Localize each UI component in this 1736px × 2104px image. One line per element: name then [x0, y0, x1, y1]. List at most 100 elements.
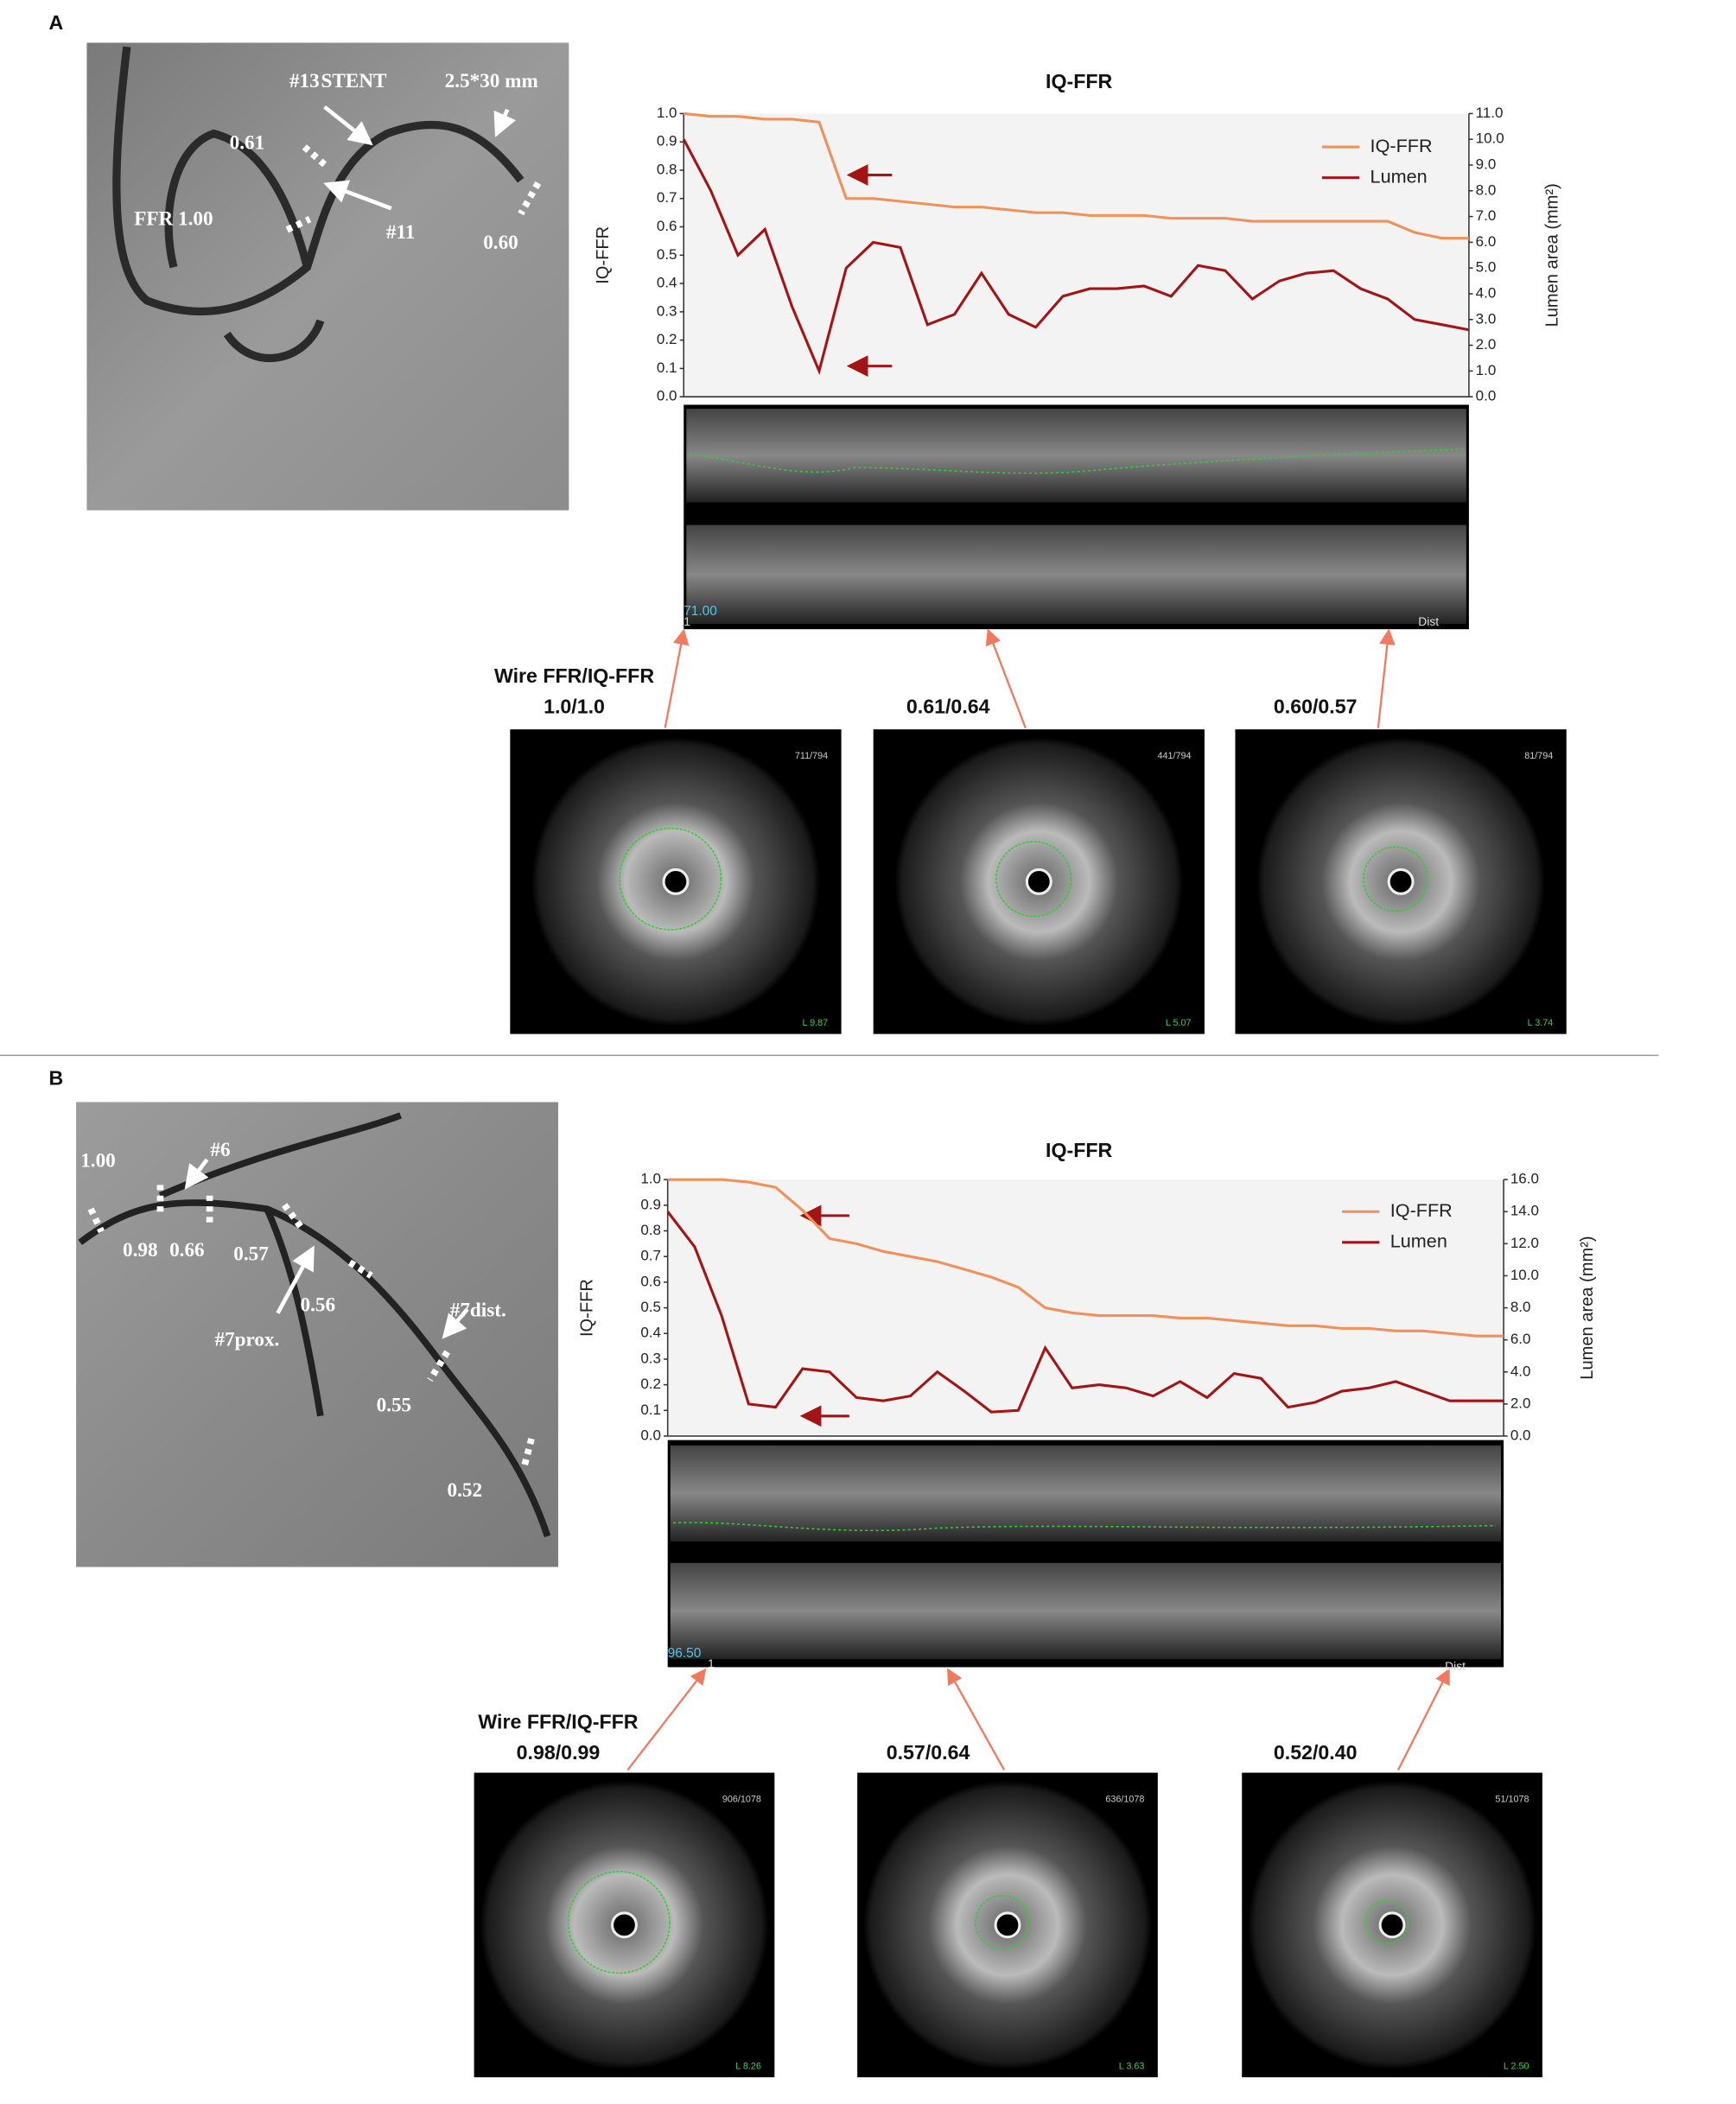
- y-tick-label: 0.0: [640, 1427, 661, 1443]
- ivus-lumen: L 3.74: [1528, 1018, 1554, 1028]
- y2-tick-label: 4.0: [1510, 1363, 1531, 1379]
- ivus-lumen: L 8.26: [735, 2062, 761, 2072]
- ivus-contour: [1363, 846, 1428, 912]
- y2-axis-label: Lumen area (mm²): [1543, 183, 1562, 327]
- y2-tick-label: 16.0: [1510, 1171, 1539, 1187]
- line: [684, 111, 1469, 240]
- y-tick-label: 0.2: [657, 331, 677, 347]
- y2-tick-label: 1.0: [1476, 362, 1497, 378]
- ivus-lumen: L 2.50: [1504, 2062, 1529, 2072]
- legend-label: Lumen: [1370, 165, 1428, 187]
- pullback: [667, 404, 1504, 1668]
- pullback-label: 1: [708, 1656, 715, 1670]
- y-tick-label: 1.0: [657, 105, 677, 121]
- pullback-label: Dist: [1418, 614, 1439, 628]
- ivus-caption: 0.57/0.64: [887, 1741, 970, 1764]
- pullback-label: Dist: [1445, 1659, 1466, 1673]
- y-tick-label: 0.1: [657, 359, 677, 376]
- legend-label: Lumen: [1390, 1230, 1447, 1252]
- y-tick-label: 0.6: [640, 1273, 661, 1289]
- ivus-caption: 0.52/0.40: [1274, 1741, 1358, 1764]
- pullback-label: 71.00: [684, 604, 717, 619]
- y2-tick-label: 4.0: [1476, 284, 1497, 301]
- ivus-contour: [995, 841, 1072, 918]
- angiogram-label: FFR 1.00: [134, 207, 213, 230]
- ivus-contour: [567, 1871, 671, 1974]
- angiogram-label: #11: [386, 221, 415, 244]
- chart-arrows: [799, 164, 893, 1427]
- angiogram-label: 0.52: [448, 1479, 483, 1502]
- y-tick-label: 0.7: [657, 189, 677, 206]
- angiogram-label: STENT: [321, 70, 388, 92]
- ivus-caption: 0.60/0.57: [1274, 696, 1358, 718]
- y-tick-label: 1.0: [640, 1171, 661, 1187]
- panel-label: A: [49, 11, 64, 34]
- pullback-label: 1: [684, 614, 690, 628]
- ivus-catheter: [662, 868, 690, 895]
- angiogram: [86, 42, 569, 511]
- y-tick-label: 0.9: [657, 133, 677, 149]
- y2-tick-label: 12.0: [1510, 1235, 1539, 1251]
- angiogram-label: 0.56: [301, 1294, 336, 1316]
- pullback-label: 96.50: [668, 1646, 702, 1661]
- y2-tick-label: 11.0: [1476, 105, 1504, 121]
- ivus-caption: Wire FFR/IQ-FFR: [494, 664, 654, 687]
- ivus-contour: [975, 1895, 1030, 1950]
- angiogram-label: 0.57: [233, 1243, 269, 1266]
- ivus-lumen: L 9.87: [803, 1018, 829, 1028]
- measure-marks: [87, 144, 542, 1471]
- y-tick-label: 0.3: [657, 302, 677, 319]
- y2-tick-label: 2.0: [1510, 1395, 1531, 1411]
- y2-tick-label: 10.0: [1476, 130, 1504, 147]
- angiogram-arrows: [184, 105, 517, 1339]
- ivus-contour: [1364, 1900, 1409, 1945]
- y2-tick-label: 3.0: [1476, 310, 1497, 327]
- y2-tick-label: 8.0: [1510, 1299, 1531, 1315]
- y-tick-label: 0.1: [640, 1402, 661, 1418]
- y2-tick-label: 0.0: [1510, 1427, 1531, 1443]
- ivus-lumen: L 5.07: [1166, 1018, 1192, 1028]
- y-tick-label: 0.8: [640, 1222, 661, 1238]
- y-tick-label: 0.3: [640, 1350, 661, 1366]
- ivus-catheter: [1378, 1911, 1406, 1939]
- y2-axis-label: Lumen area (mm²): [1578, 1236, 1597, 1379]
- ivus-caption: Wire FFR/IQ-FFR: [478, 1711, 638, 1733]
- y2-tick-label: 5.0: [1476, 259, 1497, 276]
- y-tick-label: 0.4: [657, 275, 677, 291]
- ivus-lumen: L 3.63: [1119, 2062, 1145, 2072]
- angiogram-label: FFR 1.00: [36, 1149, 115, 1172]
- angiogram-label: #6: [210, 1139, 230, 1161]
- legend-label: IQ-FFR: [1390, 1199, 1453, 1221]
- ivus-caption: 0.61/0.64: [906, 696, 990, 718]
- y-axis-label: IQ-FFR: [577, 1279, 596, 1337]
- angiogram-label: 0.55: [377, 1394, 412, 1416]
- angiogram-label: 2.5*30 mm: [445, 70, 538, 92]
- ivus-frame-number: 906/1078: [722, 1794, 761, 1804]
- ivus-caption: 0.98/0.99: [517, 1741, 601, 1764]
- ivus-frame-number: 636/1078: [1105, 1794, 1144, 1804]
- y-tick-label: 0.8: [657, 161, 677, 177]
- ivus-caption: 1.0/1.0: [544, 696, 605, 718]
- y2-tick-label: 6.0: [1476, 233, 1497, 250]
- ivus-catheter: [1387, 868, 1415, 895]
- angiogram-label: #13: [289, 70, 320, 92]
- angiogram-label: #7dist.: [450, 1300, 506, 1322]
- plot-area: [684, 113, 1469, 397]
- ivus-contour: [619, 827, 722, 931]
- ivus-frame-number: 711/794: [795, 751, 828, 761]
- legend-label: IQ-FFR: [1370, 135, 1433, 156]
- y2-tick-label: 14.0: [1510, 1203, 1539, 1219]
- ivus-frame-number: 441/794: [1157, 751, 1191, 761]
- panel-label: B: [49, 1066, 64, 1089]
- ivus-catheter: [1025, 868, 1052, 895]
- plot-area: [667, 1179, 1504, 1436]
- ivus-frame-number: 51/1078: [1495, 1794, 1529, 1804]
- line: [682, 138, 1470, 376]
- angiogram: [76, 1102, 558, 1567]
- y-tick-label: 0.5: [640, 1299, 661, 1315]
- line: [667, 1178, 1504, 1338]
- line: [666, 1211, 1504, 1414]
- y2-tick-label: 0.0: [1476, 388, 1497, 404]
- y-tick-label: 0.9: [640, 1196, 661, 1212]
